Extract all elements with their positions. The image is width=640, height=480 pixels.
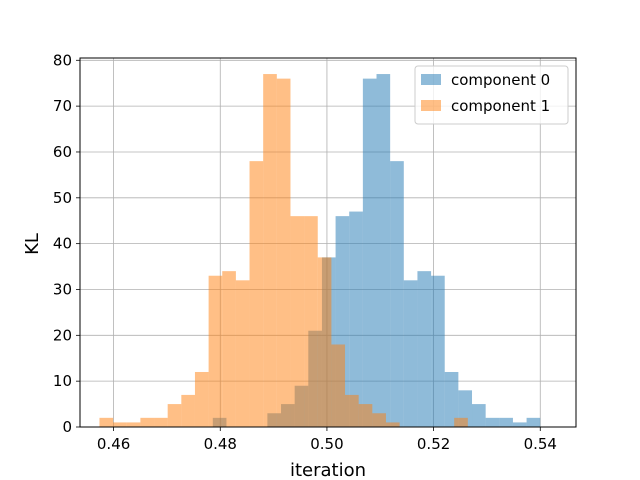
- histogram-bar: [454, 417, 468, 427]
- x-tick-label: 0.48: [204, 435, 237, 453]
- histogram-bar: [99, 417, 114, 427]
- histogram-bar: [317, 257, 332, 427]
- y-tick-label: 0: [62, 418, 72, 436]
- histogram-bars: [99, 74, 541, 428]
- y-tick-label: 50: [53, 189, 72, 207]
- histogram-bar: [167, 404, 182, 427]
- histogram-bar: [140, 417, 155, 427]
- histogram-bar: [345, 394, 359, 427]
- plot-frame: [79, 57, 577, 428]
- y-axis-label: KL: [22, 233, 43, 255]
- histogram-bar: [385, 422, 400, 427]
- histogram-bar: [526, 417, 541, 427]
- histogram-bar: [276, 78, 291, 428]
- histogram-bar: [431, 275, 445, 427]
- series-1-bars: [99, 74, 468, 428]
- legend-box: [414, 65, 569, 125]
- legend: component 0 component 1: [414, 65, 569, 125]
- histogram-bar: [444, 371, 459, 427]
- y-axis: 0 10 20 30 40 50 60 70 80: [53, 51, 80, 436]
- histogram-bar: [126, 422, 141, 427]
- legend-swatch: [421, 100, 441, 111]
- legend-label: component 1: [451, 97, 550, 115]
- y-tick-label: 10: [53, 372, 72, 390]
- histogram-bar: [376, 74, 391, 427]
- y-tick-label: 80: [53, 51, 72, 69]
- histogram-bar: [362, 78, 377, 428]
- histogram-bar: [499, 417, 513, 427]
- histogram-bar: [208, 275, 223, 427]
- histogram-bar: [390, 161, 404, 427]
- y-tick-label: 60: [53, 143, 72, 161]
- grid-lines: [80, 58, 576, 428]
- histogram-bar: [113, 422, 127, 427]
- histogram-bar: [512, 422, 527, 427]
- legend-label: component 0: [451, 71, 550, 89]
- x-tick-label: 0.46: [97, 435, 130, 453]
- legend-swatch: [421, 74, 441, 85]
- histogram-bar: [194, 371, 209, 427]
- histogram-bar: [181, 394, 195, 427]
- y-tick-label: 40: [53, 235, 72, 253]
- histogram-bar: [403, 280, 418, 427]
- histogram-bar: [372, 413, 386, 427]
- histogram-bar: [485, 417, 500, 427]
- x-tick-label: 0.52: [417, 435, 450, 453]
- histogram-bar: [472, 404, 486, 427]
- y-tick-label: 70: [53, 97, 72, 115]
- x-axis-label: iteration: [290, 460, 366, 480]
- histogram-bar: [331, 344, 346, 427]
- histogram-bar: [249, 161, 264, 427]
- histogram-bar: [417, 271, 432, 427]
- histogram-bar: [154, 417, 168, 427]
- histogram-bar: [222, 271, 236, 427]
- y-tick-label: 20: [53, 326, 72, 344]
- histogram-bar: [304, 216, 318, 427]
- histogram-bar: [349, 211, 363, 427]
- histogram-bar: [235, 280, 250, 427]
- x-tick-label: 0.50: [310, 435, 343, 453]
- histogram-bar: [290, 216, 305, 427]
- x-tick-label: 0.54: [524, 435, 557, 453]
- x-axis: 0.46 0.48 0.50 0.52 0.54: [97, 427, 557, 453]
- histogram-bar: [358, 404, 373, 427]
- histogram-bar: [263, 74, 277, 427]
- y-tick-label: 30: [53, 280, 72, 298]
